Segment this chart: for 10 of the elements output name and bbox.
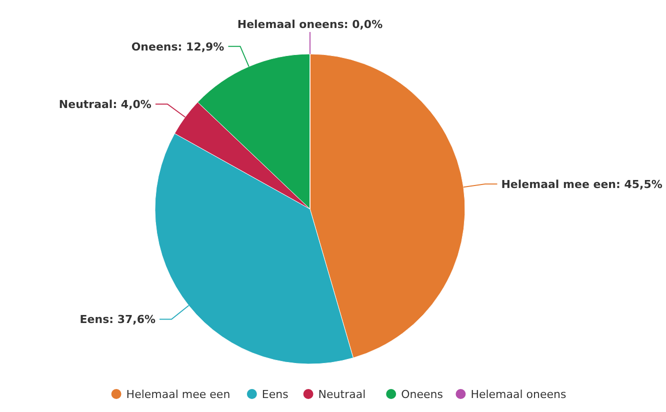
legend-label: Helemaal mee een	[126, 388, 230, 401]
data-label: Neutraal: 4,0%	[58, 98, 152, 112]
legend-label: Neutraal	[318, 388, 366, 401]
legend-label: Helemaal oneens	[470, 388, 567, 401]
text: Helemaal oneens: 0,0%	[237, 18, 383, 31]
data-label: Helemaal mee een: 45,5%	[501, 178, 662, 192]
legend-label: Oneens	[401, 388, 444, 401]
legend-label: Eens	[262, 388, 289, 401]
data-label: Oneens: 12,9%	[131, 40, 224, 54]
data-label: Eens: 37,6%	[80, 313, 156, 326]
